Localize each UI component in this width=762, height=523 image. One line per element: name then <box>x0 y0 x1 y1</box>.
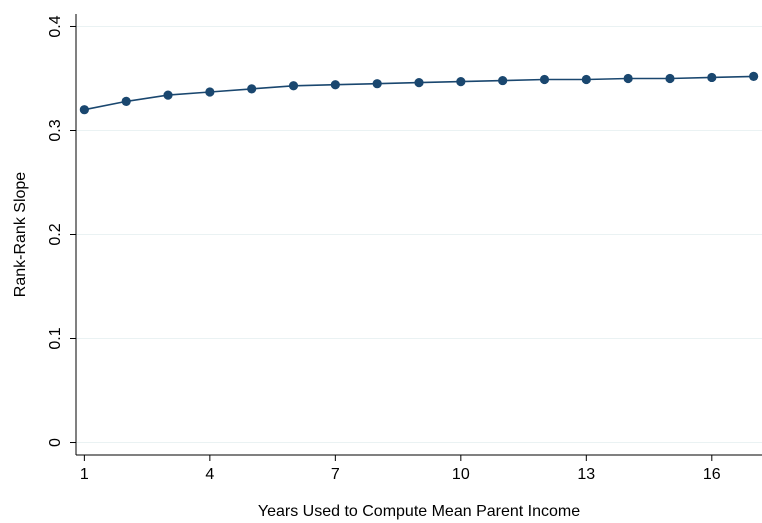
data-point-4 <box>205 87 215 97</box>
data-point-7 <box>330 80 340 90</box>
y-axis-ticks: 0 0.1 0.2 0.3 0.4 <box>47 15 76 447</box>
data-point-5 <box>247 84 257 94</box>
y-tick-label-2: 0.2 <box>47 223 64 245</box>
x-tick-label-5: 16 <box>703 466 721 483</box>
data-point-10 <box>456 77 466 87</box>
data-point-8 <box>372 79 382 89</box>
data-point-3 <box>163 90 173 100</box>
x-tick-label-2: 7 <box>331 466 340 483</box>
x-axis-ticks: 1 4 7 10 13 16 <box>80 455 721 483</box>
data-point-6 <box>288 81 299 91</box>
data-point-12 <box>539 74 550 85</box>
y-tick-label-3: 0.3 <box>47 119 64 141</box>
x-tick-label-0: 1 <box>80 466 89 483</box>
x-tick-label-1: 4 <box>205 466 214 483</box>
data-point-14 <box>623 73 633 84</box>
data-point-13 <box>581 74 591 85</box>
gridlines <box>76 25 762 444</box>
data-point-9 <box>414 78 424 88</box>
y-tick-label-1: 0.1 <box>47 327 64 349</box>
data-point-2 <box>121 96 131 106</box>
x-tick-label-4: 13 <box>577 466 595 483</box>
data-point-11 <box>498 75 508 86</box>
x-axis-label: Years Used to Compute Mean Parent Income <box>258 503 580 520</box>
y-tick-label-4: 0.4 <box>47 15 64 37</box>
series-group <box>79 71 759 115</box>
y-axis-label: Rank-Rank Slope <box>12 172 29 298</box>
data-point-17 <box>749 71 759 82</box>
y-tick-label-0: 0 <box>47 438 64 447</box>
data-point-1 <box>79 105 89 115</box>
data-point-16 <box>707 72 717 83</box>
data-point-15 <box>665 73 675 84</box>
x-tick-label-3: 10 <box>452 466 470 483</box>
